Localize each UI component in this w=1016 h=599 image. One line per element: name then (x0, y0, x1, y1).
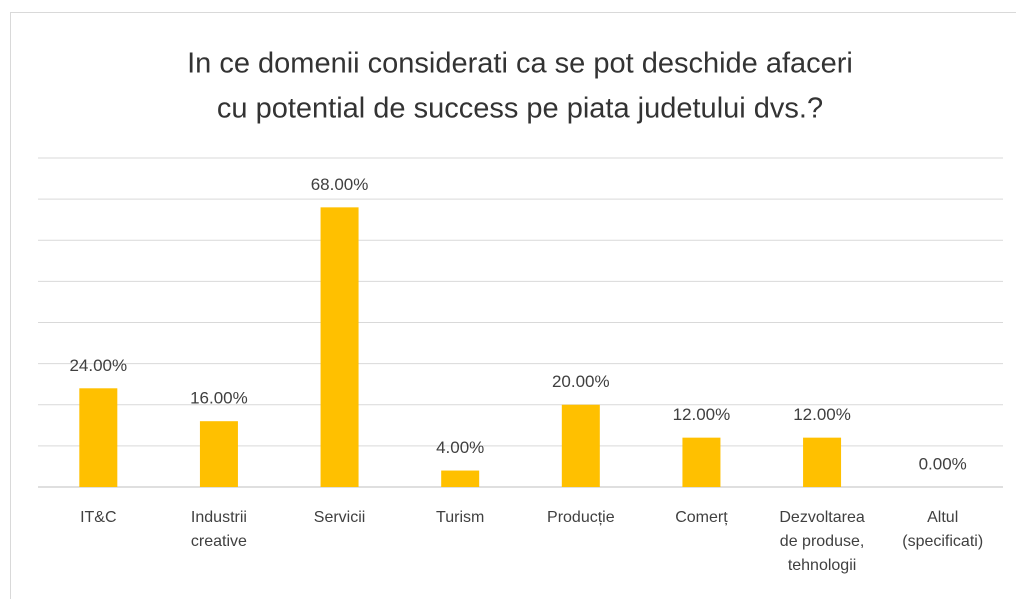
x-tick-label-line: Producție (547, 509, 615, 526)
x-tick-label: Dezvoltarea de produse, tehnologii (779, 509, 864, 574)
x-tick-label: Servicii (314, 509, 366, 526)
x-tick-label-line: Industrii (191, 509, 247, 526)
chart-border (10, 12, 1016, 599)
chart-title: In ce domenii considerati ca se pot desc… (187, 48, 853, 80)
data-label: 20.00% (552, 372, 610, 391)
x-tick-label-line: Altul (927, 509, 958, 526)
data-label: 16.00% (190, 389, 248, 408)
bar (682, 437, 721, 487)
x-tick-label: IT&C (80, 509, 116, 526)
x-tick-label: Altul (specificati) (902, 509, 983, 550)
x-tick-label: Comerț (675, 509, 728, 526)
data-label: 24.00% (69, 356, 127, 375)
bar (561, 404, 600, 487)
x-tick-label-line: Turism (436, 509, 484, 526)
x-tick-label-line: tehnologii (788, 557, 857, 574)
x-tick-label-line: de produse, (780, 533, 865, 550)
x-tick-label-line: (specificati) (902, 533, 983, 550)
x-tick-label-line: Servicii (314, 509, 366, 526)
bar (79, 388, 118, 487)
x-tick-label-line: Comerț (675, 509, 728, 526)
bar (803, 437, 842, 487)
chart-title: cu potential de success pe piata judetul… (217, 93, 823, 125)
bar (320, 207, 359, 487)
x-tick-label-line: IT&C (80, 509, 116, 526)
data-label: 12.00% (793, 405, 851, 424)
data-label: 0.00% (919, 454, 967, 473)
x-tick-label: Industrii creative (191, 509, 247, 550)
bar (199, 421, 238, 487)
data-label: 68.00% (311, 175, 369, 194)
bar (441, 470, 480, 487)
data-label: 4.00% (436, 438, 484, 457)
x-tick-label: Producție (547, 509, 615, 526)
x-tick-label: Turism (436, 509, 484, 526)
data-label: 12.00% (673, 405, 731, 424)
x-tick-label-line: creative (191, 533, 247, 550)
x-tick-label-line: Dezvoltarea (779, 509, 864, 526)
